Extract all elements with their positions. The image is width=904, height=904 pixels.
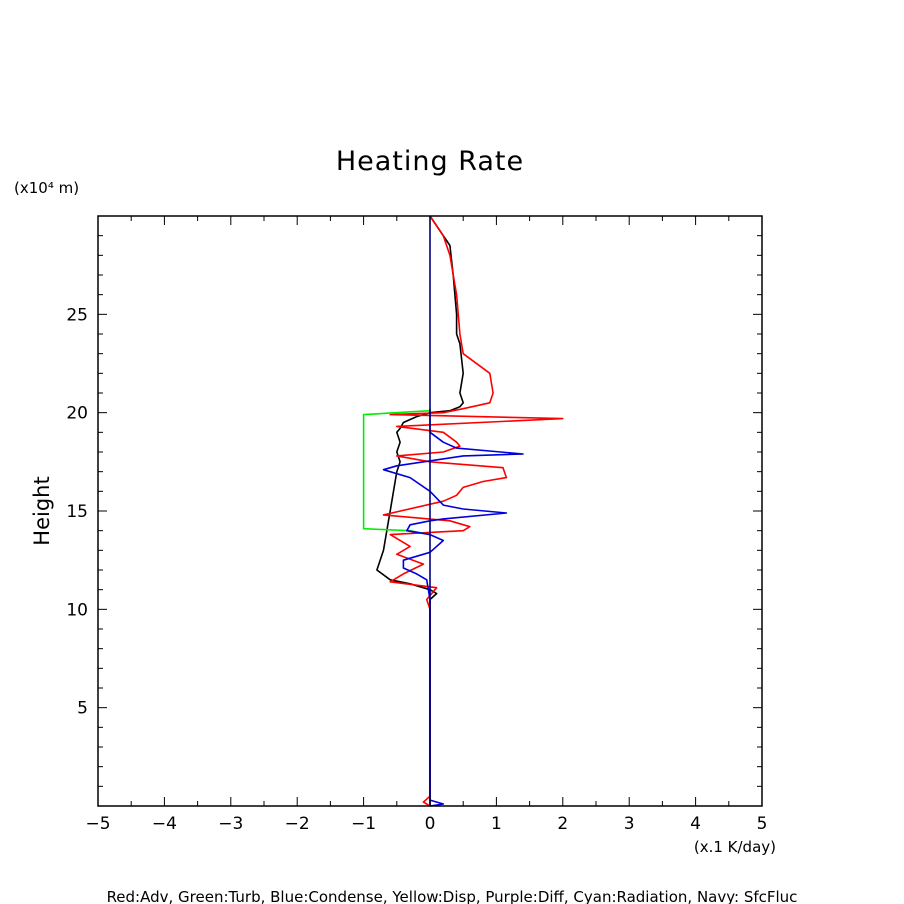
- series-line-1: [382, 215, 564, 807]
- x-tick-labels: −5 −4 −3 −2 −1 0 1 2 3 4 5: [85, 814, 767, 834]
- x-tick-label: 4: [690, 814, 701, 834]
- y-axis-unit: (x10⁴ m): [14, 179, 79, 197]
- x-tick-label: −1: [351, 814, 376, 834]
- series-line-3: [382, 408, 524, 807]
- x-tick-label: −3: [218, 814, 243, 834]
- axis-ticks: [97, 216, 763, 806]
- x-tick-label: −2: [285, 814, 310, 834]
- y-tick-label: 25: [66, 305, 88, 325]
- plot-series: [362, 215, 564, 807]
- x-tick-label: −4: [152, 814, 177, 834]
- y-tick-label: 5: [77, 699, 88, 719]
- x-tick-label: 5: [757, 814, 768, 834]
- y-tick-label: 10: [66, 600, 88, 620]
- x-tick-label: 0: [425, 814, 436, 834]
- legend-footer: Red:Adv, Green:Turb, Blue:Condense, Yell…: [107, 888, 798, 904]
- y-tick-labels: 5 10 15 20 25: [66, 305, 88, 718]
- series-line-0: [376, 215, 465, 806]
- y-axis-label: Height: [30, 476, 54, 545]
- x-tick-label: 3: [624, 814, 635, 834]
- x-tick-label: 2: [557, 814, 568, 834]
- y-tick-label: 20: [66, 404, 88, 424]
- chart-title: Heating Rate: [336, 146, 524, 177]
- x-tick-label: 1: [491, 814, 502, 834]
- y-tick-label: 15: [66, 502, 88, 522]
- x-axis-label: (x.1 K/day): [694, 838, 776, 856]
- x-tick-label: −5: [85, 814, 110, 834]
